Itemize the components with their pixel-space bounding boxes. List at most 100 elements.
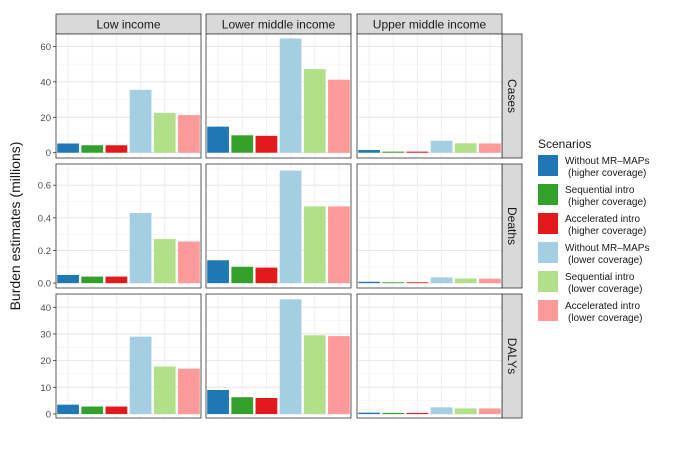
y-tick-label: 0 bbox=[46, 410, 51, 421]
bar bbox=[303, 335, 326, 414]
panel-background bbox=[357, 294, 502, 418]
bar bbox=[105, 276, 128, 284]
bar bbox=[454, 278, 477, 284]
legend-key bbox=[538, 242, 558, 263]
bar bbox=[303, 69, 326, 153]
bar bbox=[255, 135, 278, 153]
bar bbox=[231, 266, 254, 284]
bar bbox=[153, 239, 176, 284]
bar bbox=[255, 267, 278, 284]
bar bbox=[178, 241, 200, 284]
bar bbox=[153, 366, 176, 414]
bar bbox=[105, 406, 128, 414]
panel-background bbox=[56, 34, 201, 158]
y-tick-label: 0.6 bbox=[38, 181, 51, 192]
row-strip-label: Cases bbox=[505, 79, 519, 113]
panel-background bbox=[206, 164, 351, 288]
bar bbox=[57, 143, 79, 153]
legend-label: Sequential intro bbox=[565, 272, 635, 283]
panel-background bbox=[357, 164, 502, 288]
panel-1-2 bbox=[356, 163, 503, 289]
bar bbox=[129, 89, 152, 153]
panel-background bbox=[56, 294, 201, 418]
bar bbox=[479, 143, 501, 153]
y-tick-label: 0.4 bbox=[38, 213, 51, 224]
row-strip-label: DALYs bbox=[505, 338, 519, 374]
panel-border bbox=[205, 33, 352, 159]
bar bbox=[57, 274, 79, 284]
panel-border bbox=[205, 293, 352, 419]
bar bbox=[81, 145, 104, 153]
panel-border bbox=[55, 33, 202, 159]
panel-border bbox=[356, 33, 503, 159]
bar bbox=[81, 276, 104, 284]
bar bbox=[279, 38, 302, 153]
legend-label: Accelerated intro bbox=[565, 214, 640, 225]
bar bbox=[430, 140, 453, 153]
bar bbox=[430, 277, 453, 284]
legend-title: Scenarios bbox=[538, 137, 591, 151]
y-tick-label: 40 bbox=[40, 77, 51, 88]
bar bbox=[207, 126, 229, 153]
bar bbox=[279, 170, 302, 284]
legend-key bbox=[538, 213, 558, 234]
y-tick-label: 10 bbox=[40, 383, 51, 394]
legend-label: (lower coverage) bbox=[568, 284, 642, 295]
panel-border bbox=[356, 293, 503, 419]
bar bbox=[382, 282, 405, 284]
panel-border bbox=[356, 163, 503, 289]
legend-label: (higher coverage) bbox=[568, 226, 646, 237]
legend-label: Accelerated intro bbox=[565, 301, 640, 312]
bar bbox=[406, 282, 429, 284]
bar bbox=[207, 260, 229, 284]
bar bbox=[129, 212, 152, 284]
bar bbox=[328, 79, 350, 153]
row-strip-label: Deaths bbox=[505, 207, 519, 245]
legend-key bbox=[538, 184, 558, 205]
y-tick-label: 20 bbox=[40, 356, 51, 367]
bar bbox=[328, 206, 350, 284]
bar bbox=[358, 412, 380, 414]
legend-label: Without MR–MAPs bbox=[565, 243, 649, 254]
bar bbox=[231, 135, 254, 153]
y-tick-label: 0.2 bbox=[38, 246, 51, 257]
legend: Scenarios Without MR–MAPs (higher coverage… bbox=[538, 137, 649, 324]
legend-label: (lower coverage) bbox=[568, 313, 642, 324]
y-tick-label: 20 bbox=[40, 113, 51, 124]
bar bbox=[406, 151, 429, 153]
bar bbox=[328, 336, 350, 414]
bar bbox=[231, 397, 254, 414]
facet-strip-label: Lower middle income bbox=[222, 18, 336, 32]
panels: Low income Lower middle income Upper middl… bbox=[38, 13, 523, 421]
legend-label: (lower coverage) bbox=[568, 255, 642, 266]
panel-border bbox=[55, 163, 202, 289]
bar bbox=[430, 407, 453, 414]
panel-background bbox=[206, 34, 351, 158]
panel-2-1 bbox=[205, 293, 352, 419]
y-axis-title: Burden estimates (millions) bbox=[7, 142, 23, 311]
bar bbox=[153, 112, 176, 153]
legend-key bbox=[538, 300, 558, 321]
panel-0-0 bbox=[55, 33, 202, 159]
bar bbox=[454, 143, 477, 153]
y-tick-label: 0.0 bbox=[38, 279, 51, 290]
bar bbox=[454, 408, 477, 414]
bar bbox=[207, 390, 229, 414]
panel-background bbox=[357, 34, 502, 158]
bar bbox=[479, 278, 501, 284]
bar bbox=[382, 412, 405, 414]
bar bbox=[105, 145, 128, 153]
bar bbox=[479, 408, 501, 414]
bar bbox=[406, 412, 429, 414]
y-tick-label: 60 bbox=[40, 42, 51, 53]
bar bbox=[303, 206, 326, 284]
y-tick-label: 30 bbox=[40, 330, 51, 341]
legend-key bbox=[538, 155, 558, 176]
panel-border bbox=[55, 293, 202, 419]
panel-border bbox=[205, 163, 352, 289]
panel-0-1 bbox=[205, 33, 352, 159]
bar bbox=[129, 336, 152, 414]
panel-background bbox=[206, 294, 351, 418]
legend-label: Without MR–MAPs bbox=[565, 156, 649, 167]
